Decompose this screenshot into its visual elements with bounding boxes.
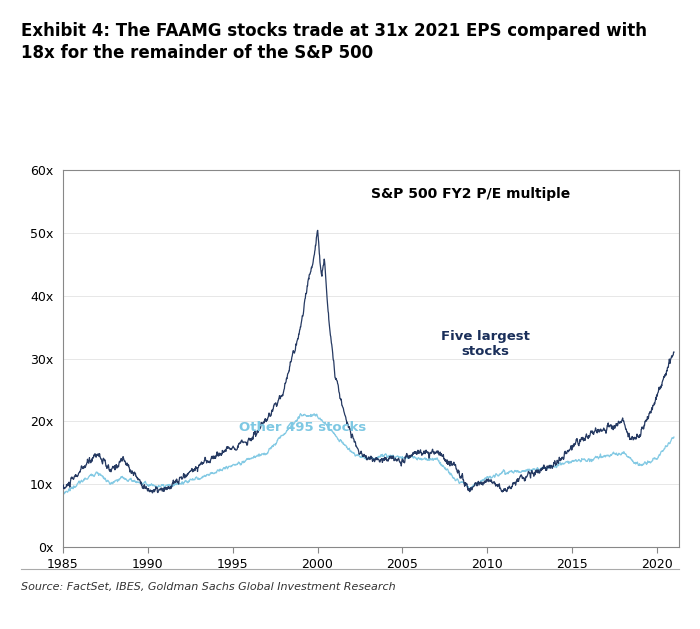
Text: Five largest
stocks: Five largest stocks bbox=[440, 330, 529, 359]
Text: Other 495 stocks: Other 495 stocks bbox=[239, 421, 366, 434]
Text: Exhibit 4: The FAAMG stocks trade at 31x 2021 EPS compared with
18x for the rema: Exhibit 4: The FAAMG stocks trade at 31x… bbox=[21, 22, 647, 62]
Text: Source: FactSet, IBES, Goldman Sachs Global Investment Research: Source: FactSet, IBES, Goldman Sachs Glo… bbox=[21, 582, 395, 592]
Text: S&P 500 FY2 P/E multiple: S&P 500 FY2 P/E multiple bbox=[371, 187, 570, 201]
